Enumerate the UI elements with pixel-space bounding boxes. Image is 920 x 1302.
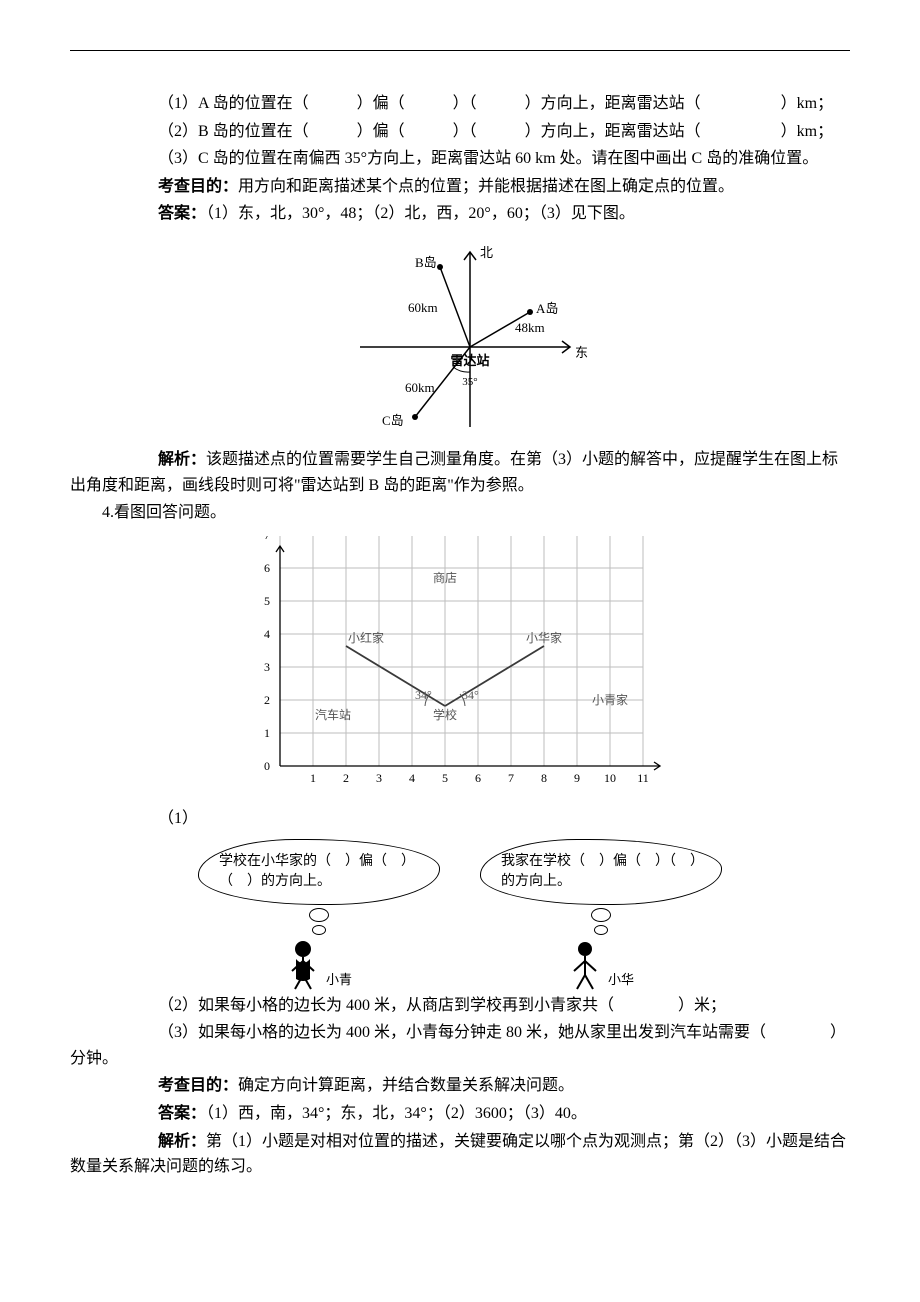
bus-label: 汽车站 [315, 707, 351, 722]
angle-right: 34° [462, 688, 479, 702]
angle-left: 34° [415, 688, 432, 702]
svg-text:5: 5 [442, 771, 448, 785]
goal-line: 考查目的：用方向和距离描述某个点的位置；并能根据描述在图上确定点的位置。 [70, 174, 850, 200]
left-thought: 学校在小华家的（ ）偏（ ）（ ）的方向上。 [198, 839, 440, 904]
svg-text:8: 8 [541, 771, 547, 785]
figure1-wrap: 北 东 雷达站 A岛 48km B岛 60km C岛 60km 35° [70, 237, 850, 437]
sub3-line: （3）如果每小格的边长为 400 米，小青每分钟走 80 米，她从家里出发到汽车… [70, 1020, 850, 1071]
small-cloud-2 [312, 925, 326, 935]
figure2-svg: 34° 34° 商店 小红家 小华家 汽车站 学校 小青家 1 2 3 4 5 6 7 8 9 1… [240, 536, 680, 796]
xiaohua-label: 小华家 [526, 630, 562, 645]
q4-title: 4.看图回答问题。 [70, 500, 850, 526]
svg-text:3: 3 [376, 771, 382, 785]
a-island-label: A岛 [536, 301, 558, 316]
analysis-line: 解析：该题描述点的位置需要学生自己测量角度。在第（3）小题的解答中，应提醒学生在… [70, 447, 850, 498]
svg-text:2: 2 [343, 771, 349, 785]
answer2-line: 答案：（1）西，南，34°；东，北，34°；（2）3600；（3）40。 [70, 1101, 850, 1127]
analysis-label: 解析： [158, 451, 206, 468]
svg-text:3: 3 [264, 660, 270, 674]
goal-label: 考查目的： [158, 178, 238, 195]
c-dist-label: 60km [405, 380, 435, 395]
right-thought: 我家在学校（ ）偏（ ）（ ）的方向上。 [480, 839, 722, 904]
sub2-line: （2）如果每小格的边长为 400 米，从商店到学校再到小青家共（ ）米； [70, 993, 850, 1019]
shop-label: 商店 [433, 570, 457, 585]
answer2-label: 答案： [158, 1105, 206, 1122]
q3-line: （3）C 岛的位置在南偏西 35°方向上，距离雷达站 60 km 处。请在图中画… [70, 146, 850, 172]
answer-line: 答案：（1）东，北，30°，48；（2）北，西，20°，60；（3）见下图。 [70, 201, 850, 227]
svg-text:7: 7 [508, 771, 514, 785]
xiaohong-label: 小红家 [348, 630, 384, 645]
goal2-label: 考查目的： [158, 1077, 238, 1094]
goal2-line: 考查目的：确定方向计算距离，并结合数量关系解决问题。 [70, 1073, 850, 1099]
svg-text:5: 5 [264, 594, 270, 608]
answer-label: 答案： [158, 205, 206, 222]
svg-text:1: 1 [310, 771, 316, 785]
figure2-wrap: 34° 34° 商店 小红家 小华家 汽车站 学校 小青家 1 2 3 4 5 6 7 8 9 1… [70, 536, 850, 796]
svg-text:4: 4 [409, 771, 415, 785]
top-divider [70, 50, 850, 51]
q1-line: （1）A 岛的位置在（ ）偏（ ）（ ）方向上，距离雷达站（ ）km； [70, 91, 850, 117]
small-cloud-1 [309, 908, 329, 922]
svg-text:7: 7 [264, 536, 270, 542]
small-cloud-4 [594, 925, 608, 935]
right-bubble-wrap: 我家在学校（ ）偏（ ）（ ）的方向上。 小华 [480, 839, 722, 990]
sub1-num: （1） [70, 806, 850, 832]
east-label: 东 [575, 345, 588, 360]
a-dist-label: 48km [515, 320, 545, 335]
svg-text:2: 2 [264, 693, 270, 707]
svg-text:1: 1 [264, 726, 270, 740]
bubbles-row: 学校在小华家的（ ）偏（ ）（ ）的方向上。 小青 我家在学校（ ）偏（ ）（ … [70, 839, 850, 990]
xiaoqing-name: 小青 [326, 970, 352, 991]
analysis2-label: 解析： [158, 1133, 206, 1150]
person-xiaoqing-icon [286, 939, 320, 991]
svg-text:9: 9 [574, 771, 580, 785]
small-cloud-3 [591, 908, 611, 922]
xiaohua-name: 小华 [608, 970, 634, 991]
c-angle-label: 35° [462, 376, 477, 388]
school-label: 学校 [433, 707, 457, 722]
analysis2-line: 解析：第（1）小题是对相对位置的描述，关键要确定以哪个点为观测点；第（2）（3）… [70, 1129, 850, 1180]
left-bubble-wrap: 学校在小华家的（ ）偏（ ）（ ）的方向上。 小青 [198, 839, 440, 990]
svg-text:6: 6 [475, 771, 481, 785]
north-label: 北 [480, 245, 493, 260]
right-person-row: 小华 [568, 939, 634, 991]
c-island-label: C岛 [382, 413, 404, 428]
person-xiaohua-icon [568, 939, 602, 991]
figure1-svg: 北 东 雷达站 A岛 48km B岛 60km C岛 60km 35° [320, 237, 600, 437]
answer2-text: （1）西，南，34°；东，北，34°；（2）3600；（3）40。 [206, 1105, 587, 1122]
answer-text: （1）东，北，30°，48；（2）北，西，20°，60；（3）见下图。 [206, 205, 635, 222]
b-island-label: B岛 [415, 255, 437, 270]
xiaoqing-label: 小青家 [592, 692, 628, 707]
svg-text:0: 0 [264, 759, 270, 773]
radar-label: 雷达站 [450, 353, 489, 368]
goal2-text: 确定方向计算距离，并结合数量关系解决问题。 [238, 1077, 574, 1094]
svg-text:4: 4 [264, 627, 270, 641]
svg-text:6: 6 [264, 561, 270, 575]
svg-text:11: 11 [637, 771, 649, 785]
q2-line: （2）B 岛的位置在（ ）偏（ ）（ ）方向上，距离雷达站（ ）km； [70, 119, 850, 145]
b-dist-label: 60km [408, 300, 438, 315]
left-person-row: 小青 [286, 939, 352, 991]
svg-text:10: 10 [604, 771, 616, 785]
goal-text: 用方向和距离描述某个点的位置；并能根据描述在图上确定点的位置。 [238, 178, 734, 195]
